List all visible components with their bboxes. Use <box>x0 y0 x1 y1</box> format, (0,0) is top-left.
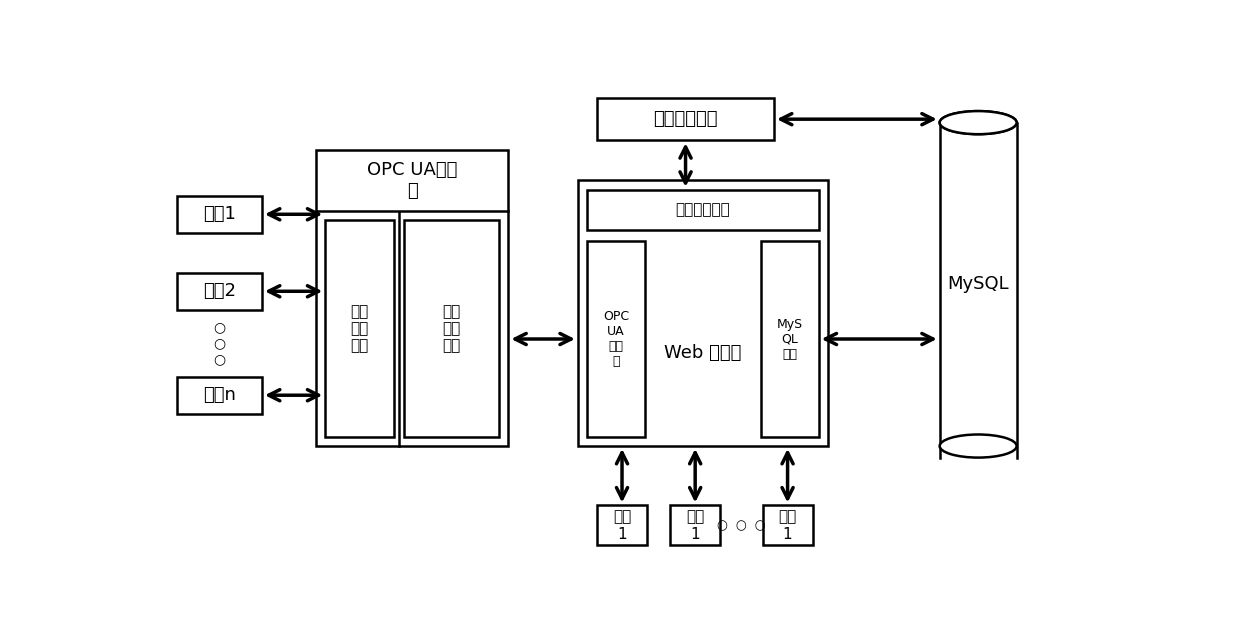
Text: Web 服务器: Web 服务器 <box>665 344 742 362</box>
Text: 认证模块接口: 认证模块接口 <box>676 202 730 217</box>
Bar <box>325 220 394 437</box>
Text: 用户
1: 用户 1 <box>613 509 631 541</box>
Ellipse shape <box>940 434 1017 457</box>
Text: 设备n: 设备n <box>203 386 236 404</box>
Bar <box>763 505 812 545</box>
Text: ○  ○  ○: ○ ○ ○ <box>717 519 765 532</box>
Text: 数据
转换
模块: 数据 转换 模块 <box>443 304 460 354</box>
Text: 用户
1: 用户 1 <box>779 509 796 541</box>
Text: MySQL: MySQL <box>947 275 1009 294</box>
Text: MyS
QL
接口: MyS QL 接口 <box>776 317 804 361</box>
Text: ○
○
○: ○ ○ ○ <box>213 320 226 366</box>
Bar <box>578 180 828 446</box>
Text: 用户
1: 用户 1 <box>686 509 704 541</box>
Text: 设备1: 设备1 <box>203 205 236 224</box>
Bar <box>404 220 500 437</box>
Text: 用户认证模块: 用户认证模块 <box>653 110 718 128</box>
Bar <box>670 505 720 545</box>
Text: OPC UA服务
器: OPC UA服务 器 <box>367 161 458 200</box>
Ellipse shape <box>940 111 1017 134</box>
Text: 数据
采集
模块: 数据 采集 模块 <box>351 304 370 354</box>
Bar <box>177 196 262 233</box>
Ellipse shape <box>940 111 1017 134</box>
Bar <box>587 241 645 437</box>
Text: OPC
UA
客户
端: OPC UA 客户 端 <box>603 310 629 368</box>
Bar <box>177 273 262 310</box>
Bar <box>316 150 508 446</box>
Bar <box>761 241 818 437</box>
Ellipse shape <box>941 113 1016 132</box>
Bar <box>587 190 818 230</box>
Bar <box>177 376 262 413</box>
Bar <box>596 505 647 545</box>
Bar <box>596 98 774 140</box>
Text: 设备2: 设备2 <box>203 282 236 300</box>
